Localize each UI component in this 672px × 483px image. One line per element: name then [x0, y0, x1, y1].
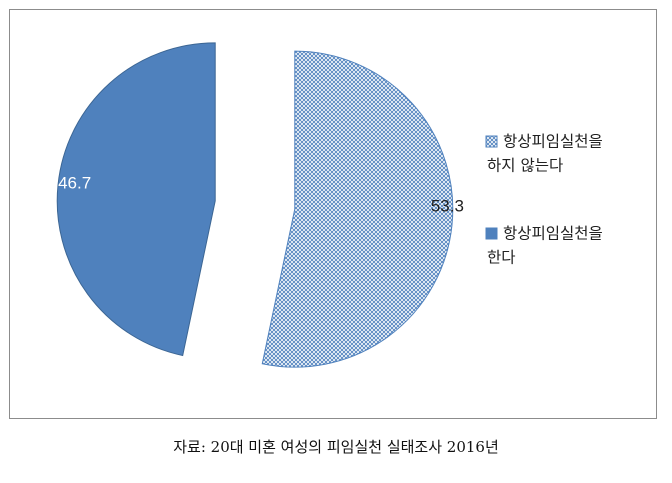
chart-frame: 53.3 46.7 항상피임실천을 하지 않는다 항상피임실천을 한다	[9, 9, 657, 419]
pie-slice-1	[56, 42, 216, 357]
legend-swatch-1	[485, 227, 498, 240]
chart-caption: 자료: 20대 미혼 여성의 피임실천 실태조사 2016년	[173, 438, 499, 456]
legend-label-1-line-0: 항상피임실천을	[503, 225, 603, 243]
legend-label-0-line-0: 항상피임실천을	[503, 133, 603, 151]
legend-swatch-0	[485, 135, 498, 148]
pie-slice-0	[261, 50, 454, 368]
slice-value-label-1: 46.7	[58, 174, 91, 193]
slice-value-label-0: 53.3	[431, 196, 464, 215]
legend-label-1-line-1: 한다	[487, 249, 516, 267]
legend-label-0-line-1: 하지 않는다	[487, 157, 563, 175]
